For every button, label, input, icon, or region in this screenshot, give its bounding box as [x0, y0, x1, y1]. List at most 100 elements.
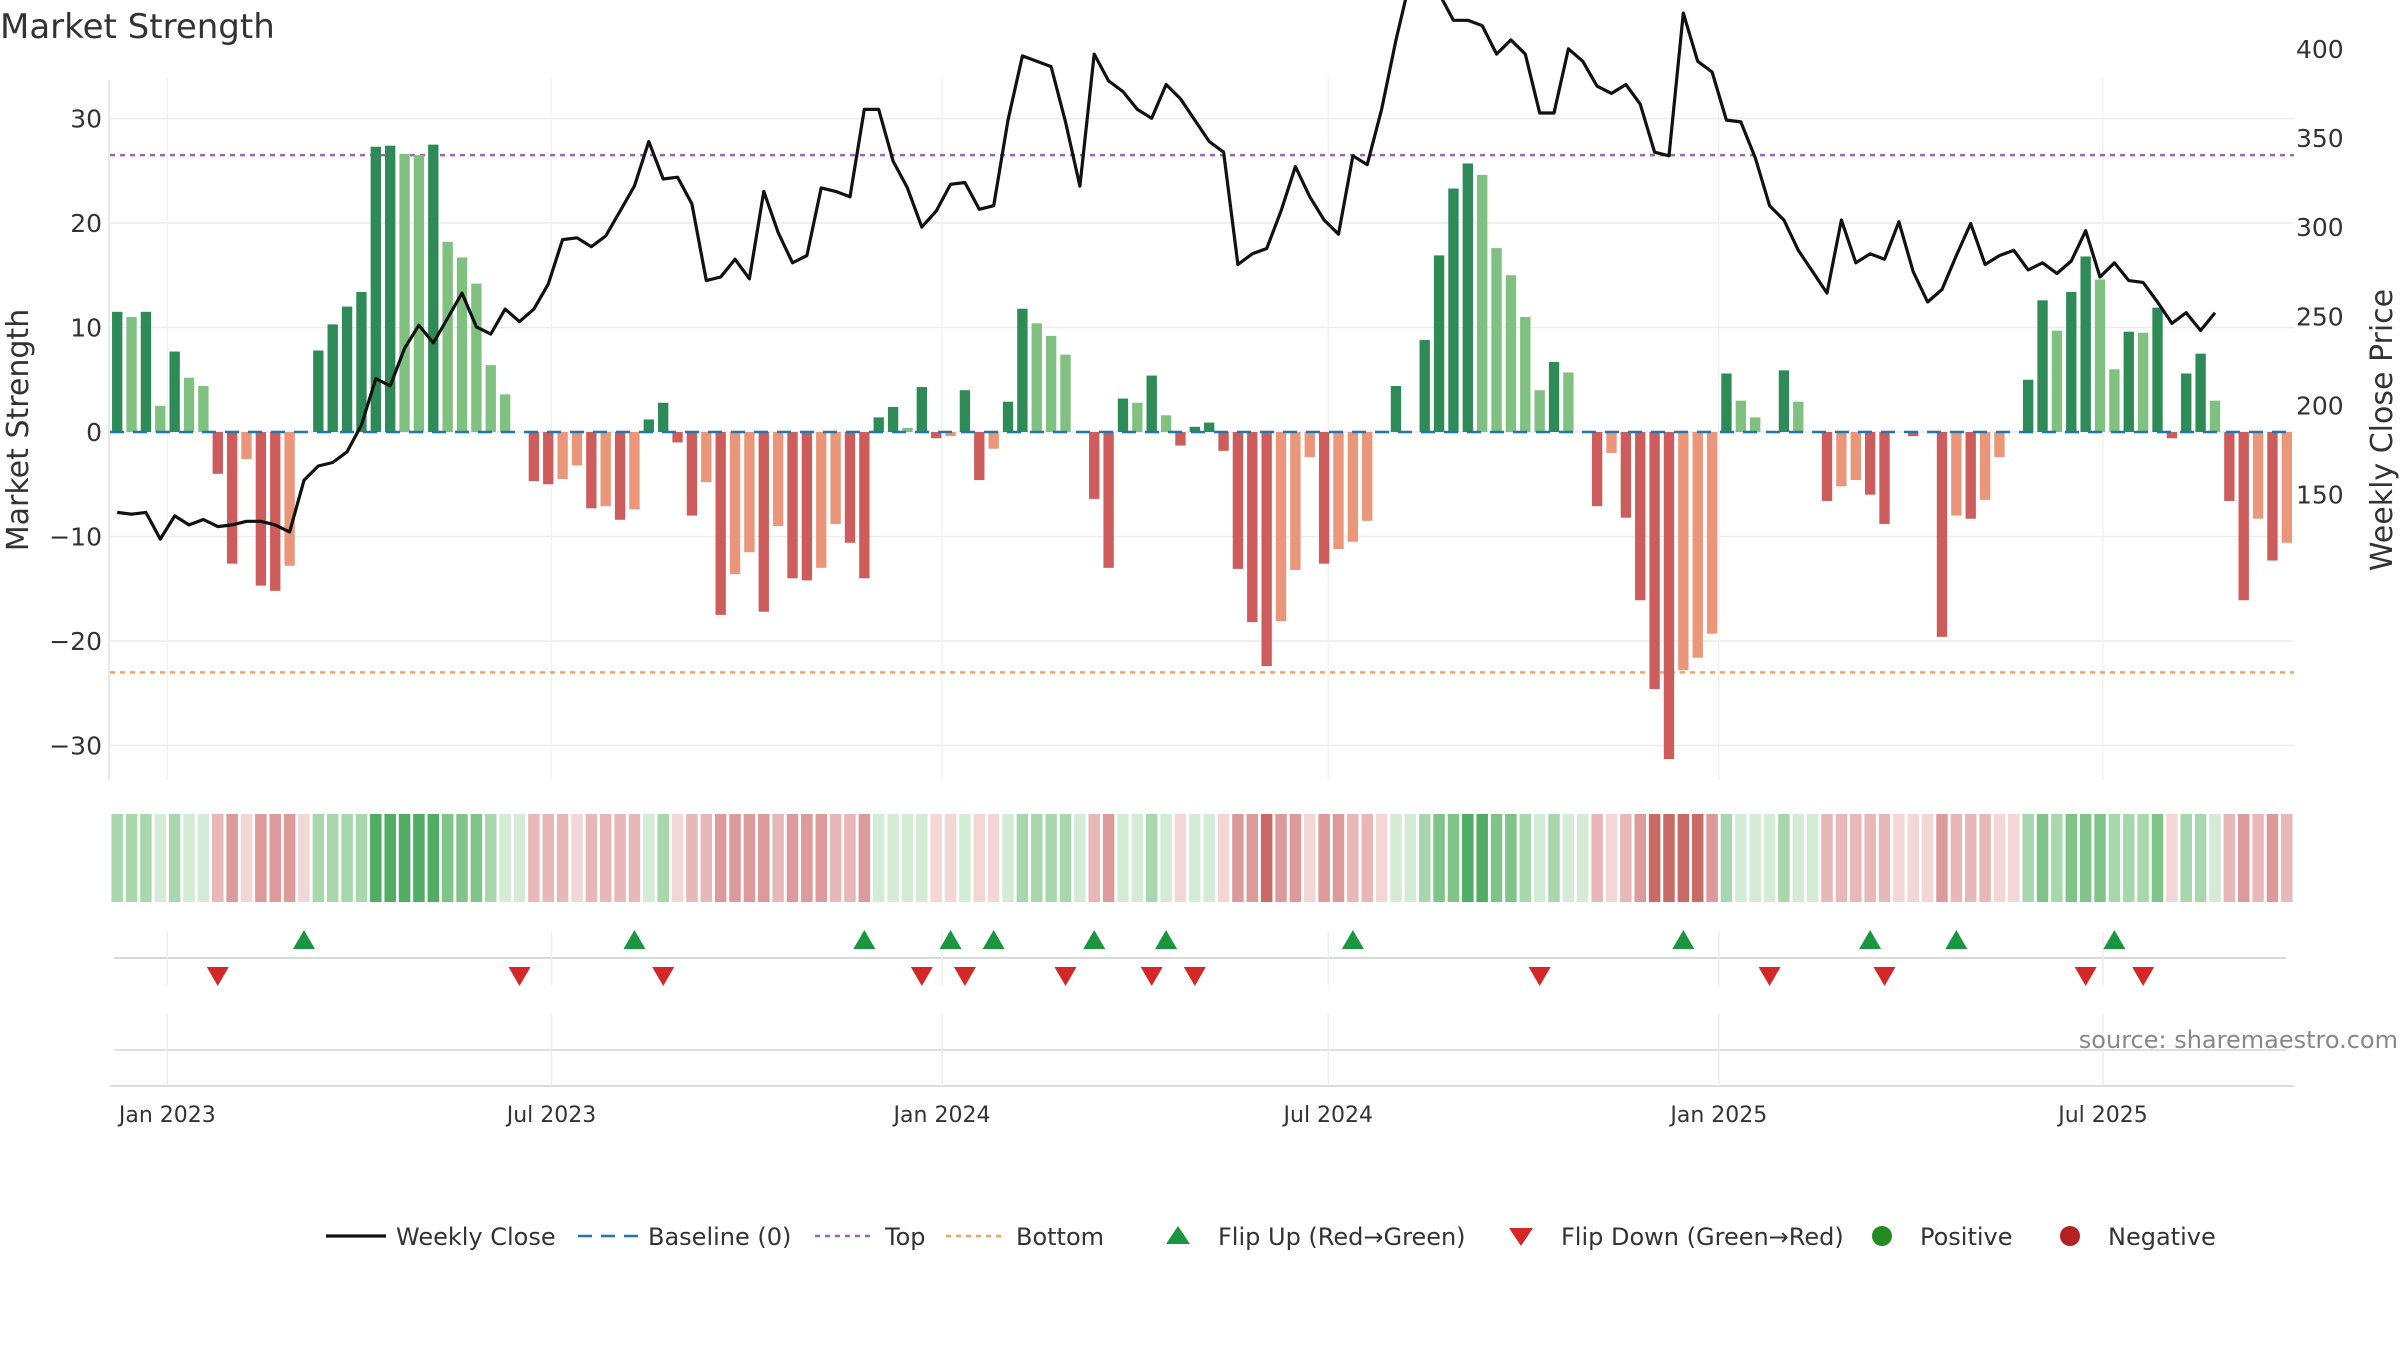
flip-down-marker: [1528, 967, 1551, 986]
strength-bar: [816, 432, 827, 568]
strip-cell: [1677, 814, 1690, 902]
legend-label: Baseline (0): [648, 1223, 791, 1251]
flip-down-marker: [2074, 967, 2097, 986]
strength-bar: [499, 394, 511, 432]
strength-strip: [111, 814, 2293, 902]
strip-cell: [240, 814, 253, 902]
strip-cell: [2094, 814, 2106, 902]
strength-bar: [1132, 402, 1143, 432]
strip-cell: [384, 814, 396, 902]
strength-bar: [1635, 432, 1646, 601]
strip-cell: [858, 814, 871, 902]
legend-item: Negative: [2060, 1223, 2216, 1251]
strength-bar: [1649, 432, 1660, 690]
strength-bar: [1448, 188, 1459, 432]
strip-cell: [1433, 814, 1445, 902]
y2-tick-label: 150: [2296, 481, 2344, 510]
strength-bar: [1908, 432, 1919, 437]
strength-bar: [787, 432, 798, 579]
strength-bar: [1247, 432, 1258, 623]
source-note: source: sharemaestro.com: [2079, 1026, 2398, 1054]
strip-cell: [1907, 814, 1919, 902]
strip-cell: [2209, 814, 2221, 902]
x-tick-label: Jul 2025: [2056, 1103, 2148, 1128]
strip-cell: [1145, 814, 1158, 902]
strip-cell: [413, 814, 425, 902]
strip-cell: [2065, 814, 2078, 902]
legend-label: Weekly Close: [396, 1223, 556, 1251]
strength-bar: [2224, 432, 2235, 501]
strength-bar: [1994, 432, 2005, 458]
flip-down-marker: [1140, 967, 1163, 986]
strip-cell: [1102, 814, 1115, 902]
strip-cell: [255, 814, 267, 902]
strip-cell: [427, 814, 440, 902]
strength-bar: [729, 432, 741, 575]
strength-bar: [255, 432, 267, 586]
strength-bar: [830, 432, 841, 524]
flip-down-marker: [652, 967, 675, 986]
reference-lines: [110, 153, 2294, 674]
strip-cell: [1390, 814, 1402, 902]
y-axis-title: Market Strength: [1, 309, 36, 551]
flip-down-marker: [1054, 967, 1077, 986]
strength-bar: [1045, 335, 1057, 432]
strip-cell: [2123, 814, 2135, 902]
strip-cell: [1778, 814, 1790, 902]
strength-bar: [758, 432, 769, 612]
strength-bar: [1060, 354, 1071, 432]
strip-cell: [1591, 814, 1603, 902]
strength-bar: [2109, 369, 2120, 432]
legend-label: Bottom: [1016, 1223, 1104, 1251]
y-tick-label: 10: [70, 314, 102, 343]
strip-cell: [2022, 814, 2034, 902]
strength-bar: [2094, 279, 2106, 432]
strip-cell: [168, 814, 181, 902]
strip-cell: [1850, 814, 1862, 902]
strip-cell: [714, 814, 727, 902]
strip-cell: [1519, 814, 1532, 902]
strip-cell: [686, 814, 698, 902]
strip-cell: [1490, 814, 1503, 902]
strip-cell: [1246, 814, 1259, 902]
chart-title: Market Strength: [0, 7, 275, 47]
y2-tick-label: 400: [2296, 35, 2344, 64]
strip-cell: [298, 814, 310, 902]
strip-cell: [2008, 814, 2020, 902]
strip-cell: [398, 814, 411, 902]
x-tick-label: Jul 2023: [505, 1103, 597, 1128]
strip-cell: [556, 814, 569, 902]
legend-swatch-positive: [1872, 1226, 1892, 1246]
strip-cell: [599, 814, 612, 902]
strip-cell: [1347, 814, 1359, 902]
strip-cell: [628, 814, 641, 902]
strength-bar: [1304, 432, 1315, 458]
strip-cell: [1160, 814, 1172, 902]
strip-cell: [499, 814, 511, 902]
strip-cell: [1562, 814, 1575, 902]
strip-cell: [1893, 814, 1905, 902]
strength-bar: [1591, 432, 1603, 507]
strength-bar: [1548, 361, 1560, 432]
strip-cell: [513, 814, 526, 902]
strip-cell: [1691, 814, 1704, 902]
strength-bar: [2166, 432, 2178, 439]
strength-bar: [658, 402, 669, 432]
strength-bar: [1017, 308, 1028, 432]
strength-bar: [1678, 432, 1689, 671]
strip-cell: [1921, 814, 1934, 902]
strength-bar: [1793, 401, 1804, 432]
strength-bar: [887, 406, 899, 432]
strength-bar: [1620, 432, 1632, 518]
strip-cell: [643, 814, 655, 902]
strength-bar: [1204, 422, 1215, 432]
strength-bar: [413, 155, 425, 432]
strength-bar: [1089, 432, 1100, 499]
strip-cell: [1462, 814, 1474, 902]
strip-cell: [1792, 814, 1805, 902]
strip-cell: [1174, 814, 1187, 902]
strength-bar: [2238, 432, 2249, 601]
strength-bar: [1951, 432, 1962, 516]
strength-bar: [2080, 256, 2091, 432]
